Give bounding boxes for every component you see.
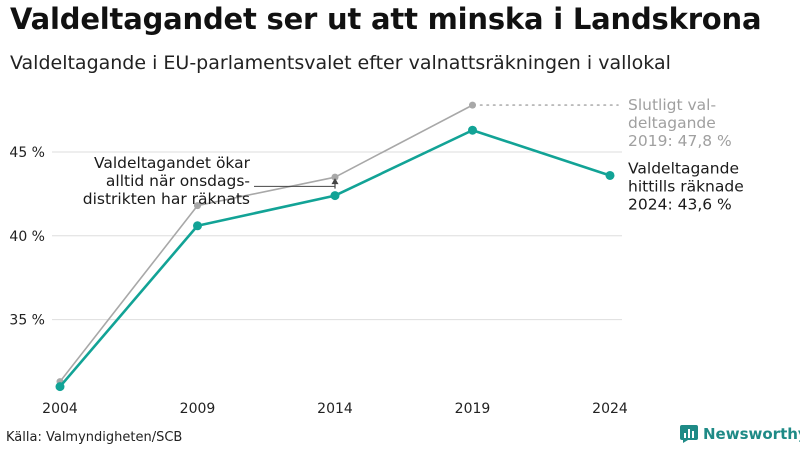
gridlines: [52, 151, 622, 321]
chart-title: Valdeltagandet ser ut att minska i Lands…: [10, 2, 762, 36]
newsworthy-logo: Newsworthy: [680, 425, 800, 443]
y-axis-ticks: 35 % 40 % 45 %: [9, 145, 45, 329]
x-tick-label: 2024: [592, 401, 628, 417]
y-tick-label: 35 %: [9, 313, 45, 329]
note-annotation-line: alltid när onsdags-: [106, 172, 250, 190]
x-tick-label: 2004: [42, 401, 78, 417]
x-tick-label: 2014: [317, 401, 353, 417]
x-axis-ticks: 2004 2009 2014 2019 2024: [42, 401, 628, 417]
final-series-point: [331, 173, 339, 181]
newsworthy-chart-icon: [680, 425, 698, 443]
note-annotation: Valdeltagandet ökar alltid när onsdags-di…: [83, 154, 251, 208]
y-tick-label: 40 %: [9, 229, 45, 245]
x-tick-label: 2019: [455, 401, 491, 417]
final-series-point: [194, 202, 201, 210]
note-annotation-line: Valdeltagandet ökar: [94, 154, 251, 172]
current-series-point: [468, 125, 477, 135]
current-value-label-line: Valdeltagande: [628, 159, 739, 177]
chart-subtitle: Valdeltagande i EU-parlamentsvalet efter…: [10, 52, 671, 74]
final-series-line: [59, 104, 474, 383]
note-annotation-line: distrikten har räknats: [83, 190, 250, 208]
current-value-label-line: 2024: 43,6 %: [628, 195, 732, 213]
note-arrowhead: [331, 178, 339, 185]
series-final: [56, 101, 476, 386]
current-series-point: [605, 170, 615, 180]
final-value-label: Slutligt val-deltagande 2019: 47,8 %: [628, 96, 732, 150]
series-current: [55, 125, 615, 392]
brand-name: Newsworthy: [703, 425, 800, 443]
x-tick-label: 2009: [180, 401, 216, 417]
current-series-point: [55, 382, 65, 392]
current-series-point: [330, 191, 340, 201]
current-series-point: [193, 221, 202, 231]
final-value-label-line: 2019: 47,8 %: [628, 132, 732, 150]
annotations: Slutligt val-deltagande 2019: 47,8 % Valde…: [83, 96, 744, 213]
final-series-point: [469, 101, 476, 109]
y-tick-label: 45 %: [9, 145, 45, 161]
source-note: Källa: Valmyndigheten/SCB: [6, 430, 183, 445]
current-value-label: Valdeltagande hittills räknade 2024: 43,6 …: [628, 159, 744, 213]
final-value-label-line: Slutligt val-: [628, 96, 716, 114]
final-value-label-line: deltagande: [628, 114, 716, 132]
current-value-label-line: hittills räknade: [628, 177, 744, 195]
